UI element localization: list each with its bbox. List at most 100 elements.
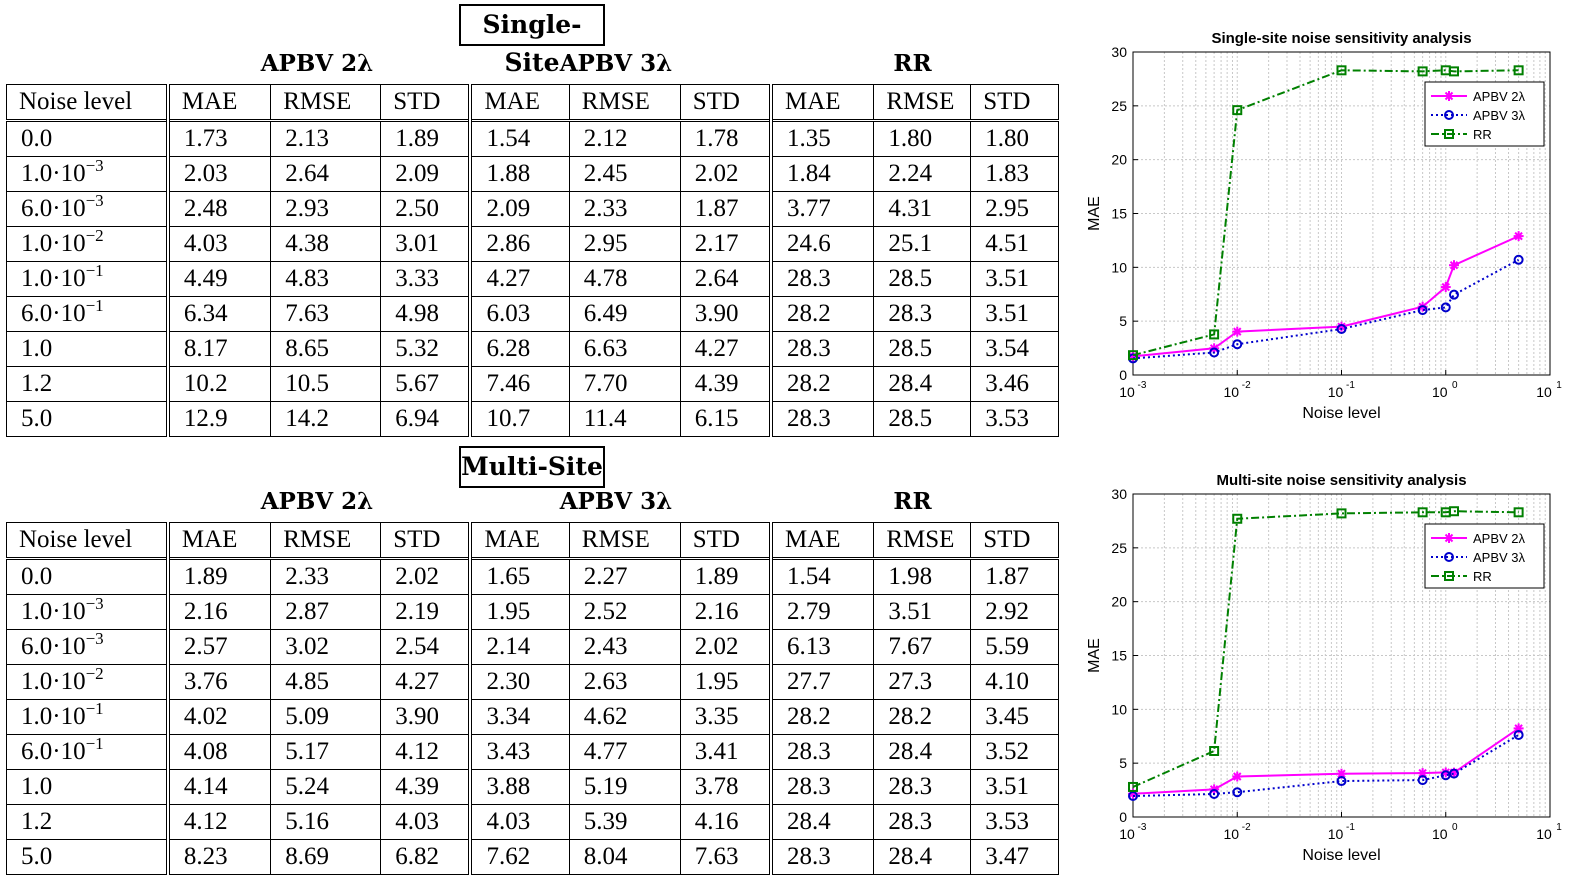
column-header: Noise level (5, 522, 170, 560)
table-row: 1.0·10−2 3.76 4.85 4.27 2.30 2.63 1.95 27.7 27.3… (5, 664, 1059, 700)
value-cell: 27.3 (873, 664, 972, 700)
table-row: 6.0·10−3 2.57 3.02 2.54 2.14 2.43 2.02 6.13 7.67… (5, 629, 1059, 665)
value-cell: 4.85 (270, 664, 382, 700)
table-row: 6.0·10−1 4.08 5.17 4.12 3.43 4.77 3.41 28.3 28.4… (5, 734, 1059, 770)
value-cell: 10.2 (167, 366, 272, 402)
value-cell: 11.4 (568, 401, 681, 437)
legend-label: APBV 3λ (1473, 550, 1526, 565)
value-cell: 4.31 (873, 191, 972, 227)
noise-level-value: 6.0·10 (21, 738, 86, 765)
value-cell: 2.27 (568, 558, 681, 595)
value-cell: 14.2 (270, 401, 382, 437)
noise-level-value: 5.0 (21, 843, 53, 870)
value-cell: 4.10 (970, 664, 1059, 700)
series-2 (1128, 506, 1524, 792)
data-point (1417, 775, 1428, 786)
noise-level-exponent: −2 (85, 664, 104, 683)
x-tick-exponent: -3 (1138, 380, 1147, 391)
column-header: RMSE (873, 84, 972, 122)
value-cell: 3.51 (970, 769, 1059, 805)
table-row: 0.0 1.73 2.13 1.89 1.54 2.12 1.78 1.35 1.80 1.80 (5, 120, 1059, 157)
x-tick-exponent: -2 (1242, 380, 1251, 391)
x-tick-label: 10 (1328, 384, 1344, 400)
noise-level-exponent: −1 (85, 261, 104, 280)
value-cell: 6.63 (568, 331, 681, 367)
value-cell: 5.24 (270, 769, 382, 805)
x-tick-label: 10 (1536, 384, 1552, 400)
value-cell: 2.09 (469, 191, 570, 227)
data-point (1440, 302, 1451, 313)
value-cell: 10.5 (270, 366, 382, 402)
single-group-rr: RR (893, 50, 932, 77)
x-tick-exponent: 0 (1452, 822, 1458, 833)
data-point (1444, 129, 1454, 139)
legend-label: RR (1473, 569, 1492, 584)
noise-level-exponent: −3 (85, 629, 104, 648)
x-tick-exponent: -3 (1138, 822, 1147, 833)
data-point (1232, 787, 1243, 798)
single-site-title: Single-Site (459, 4, 605, 77)
value-cell: 5.16 (270, 804, 382, 840)
value-cell: 4.03 (167, 226, 272, 262)
y-tick-label: 30 (1111, 44, 1127, 60)
x-tick-label: 10 (1432, 826, 1448, 842)
value-cell: 28.4 (873, 366, 972, 402)
value-cell: 2.14 (469, 629, 570, 665)
column-header: RMSE (270, 522, 382, 560)
table-row: 1.2 4.12 5.16 4.03 4.03 5.39 4.16 28.4 28.3 3.53 (5, 804, 1059, 840)
value-cell: 2.12 (568, 120, 681, 157)
multi-group-apbv2: APBV 2λ (260, 488, 374, 515)
noise-level-exponent: −3 (85, 156, 104, 175)
y-tick-label: 20 (1111, 594, 1127, 610)
value-cell: 28.4 (770, 804, 875, 840)
value-cell: 28.2 (770, 296, 875, 332)
noise-level-cell: 1.2 (5, 804, 170, 840)
value-cell: 28.3 (873, 296, 972, 332)
data-point (1232, 513, 1243, 524)
value-cell: 6.94 (380, 401, 473, 437)
value-cell: 4.12 (380, 734, 473, 770)
value-cell: 2.02 (380, 558, 473, 595)
value-cell: 1.80 (970, 120, 1059, 157)
noise-level-cell: 5.0 (5, 839, 170, 875)
x-tick-label: 10 (1223, 384, 1239, 400)
noise-level-value: 1.0·10 (21, 265, 86, 292)
column-header: RMSE (873, 522, 972, 560)
value-cell: 5.19 (568, 769, 681, 805)
value-cell: 3.02 (270, 629, 382, 665)
value-cell: 5.17 (270, 734, 382, 770)
value-cell: 1.83 (970, 156, 1059, 192)
value-cell: 3.45 (970, 699, 1059, 735)
value-cell: 1.87 (679, 191, 773, 227)
value-cell: 2.64 (679, 261, 773, 297)
table-row: 0.0 1.89 2.33 2.02 1.65 2.27 1.89 1.54 1.98 1.87 (5, 558, 1059, 595)
noise-level-cell: 6.0·10−1 (5, 296, 170, 332)
y-tick-label: 0 (1119, 367, 1127, 383)
x-tick-label: 10 (1223, 826, 1239, 842)
value-cell: 4.77 (568, 734, 681, 770)
table-row: 1.0·10−2 4.03 4.38 3.01 2.86 2.95 2.17 24.6 25.1… (5, 226, 1059, 262)
grid (1132, 51, 1550, 376)
value-cell: 2.16 (167, 594, 272, 630)
value-cell: 3.51 (873, 594, 972, 630)
value-cell: 1.98 (873, 558, 972, 595)
noise-level-value: 6.0·10 (21, 633, 86, 660)
data-point (1444, 533, 1454, 543)
value-cell: 2.52 (568, 594, 681, 630)
value-cell: 1.95 (469, 594, 570, 630)
noise-level-cell: 0.0 (5, 558, 170, 595)
value-cell: 28.3 (770, 769, 875, 805)
value-cell: 2.16 (679, 594, 773, 630)
series-line (1132, 510, 1519, 788)
noise-level-cell: 1.0·10−2 (5, 664, 170, 700)
value-cell: 3.33 (380, 261, 473, 297)
data-point (1417, 507, 1428, 518)
noise-level-cell: 1.0·10−2 (5, 226, 170, 262)
single-group-apbv2: APBV 2λ (260, 50, 374, 77)
y-axis-label: MAE (1086, 638, 1103, 673)
x-tick-label: 10 (1119, 826, 1135, 842)
value-cell: 28.2 (770, 366, 875, 402)
value-cell: 2.93 (270, 191, 382, 227)
value-cell: 2.92 (970, 594, 1059, 630)
noise-level-cell: 1.0 (5, 769, 170, 805)
